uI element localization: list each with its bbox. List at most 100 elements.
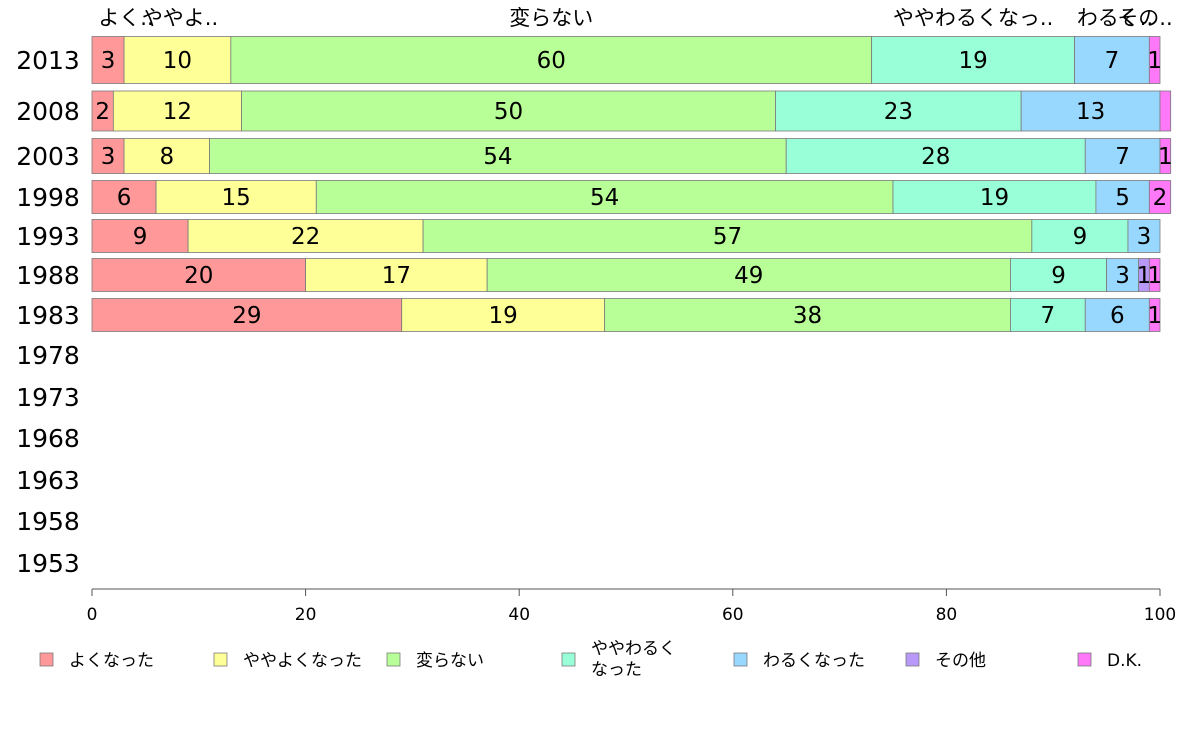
data-label-1988-3: 9: [1051, 263, 1066, 289]
bar-segment-2008-1: [112, 90, 242, 132]
y-tick-label-1978: 1978: [16, 341, 80, 370]
bar-segment-1983-2: [604, 298, 1011, 332]
bar-segment-1998-6: [1148, 180, 1172, 214]
data-label-1983-0: 29: [232, 303, 261, 329]
y-tick-label-1983: 1983: [16, 301, 80, 330]
y-tick-label-2003: 2003: [16, 142, 80, 171]
bar-segment-2003-2: [209, 138, 787, 174]
legend-label-3-0: ややわるく: [591, 639, 676, 659]
bar-segment-2013-1: [123, 36, 232, 84]
legend-swatch-2: [386, 652, 401, 667]
data-label-1998-6: 2: [1153, 185, 1168, 211]
data-label-1998-2: 54: [590, 185, 619, 211]
bar-segment-1988-1: [305, 258, 488, 292]
bar-segment-2013-0: [91, 36, 125, 84]
bar-segment-2008-6: [1159, 90, 1172, 132]
legend-label-1: ややよくなった: [243, 651, 362, 671]
x-tick-label-20: 20: [295, 605, 317, 625]
x-tick-label-100: 100: [1144, 605, 1176, 625]
data-label-1993-4: 3: [1137, 224, 1152, 250]
data-label-2003-1: 8: [159, 144, 174, 170]
data-label-2013-0: 3: [101, 48, 116, 74]
data-label-2008-3: 23: [884, 99, 913, 125]
legend-swatch-0: [39, 652, 54, 667]
x-tick-label-60: 60: [722, 605, 744, 625]
data-label-2003-6: 1: [1158, 144, 1173, 170]
legend-label-6: D.K.: [1107, 651, 1142, 671]
bar-segment-1998-1: [155, 180, 317, 214]
data-label-2008-1: 12: [163, 99, 192, 125]
data-label-1983-3: 7: [1041, 303, 1056, 329]
data-label-2003-4: 7: [1115, 144, 1130, 170]
y-tick-label-1973: 1973: [16, 383, 80, 412]
bar-segment-1993-1: [187, 219, 424, 253]
data-label-1983-4: 6: [1110, 303, 1125, 329]
data-label-1993-0: 9: [133, 224, 148, 250]
data-label-1993-2: 57: [713, 224, 742, 250]
y-tick-label-1988: 1988: [16, 261, 80, 290]
data-label-2008-2: 50: [494, 99, 523, 125]
legend-swatch-6: [1077, 652, 1092, 667]
series-top-label-3: ややわるくなっ..: [893, 6, 1053, 30]
series-top-label-2: 変らない: [509, 6, 593, 30]
series-top-label-1: ややよ..: [142, 6, 218, 30]
y-tick-label-1968: 1968: [16, 424, 80, 453]
data-label-1993-3: 9: [1073, 224, 1088, 250]
data-label-1998-0: 6: [117, 185, 132, 211]
bar-segment-1988-2: [486, 258, 1011, 292]
data-label-1993-1: 22: [291, 224, 320, 250]
y-tick-label-1993: 1993: [16, 222, 80, 251]
data-label-2003-3: 28: [921, 144, 950, 170]
bar-segment-2003-1: [123, 138, 210, 174]
data-label-1988-0: 20: [184, 263, 213, 289]
bar-segment-1998-0: [91, 180, 157, 214]
y-tick-label-1953: 1953: [16, 549, 80, 578]
bar-segment-1998-4: [1095, 180, 1150, 214]
legend-label-2: 変らない: [416, 651, 484, 671]
y-tick-label-1958: 1958: [16, 507, 80, 536]
legend-label-3-1: なった: [591, 660, 642, 680]
data-label-1983-6: 1: [1147, 303, 1162, 329]
legend-swatch-4: [733, 652, 748, 667]
bar-segment-1993-3: [1031, 219, 1129, 253]
data-label-2013-4: 7: [1105, 48, 1120, 74]
data-label-2013-3: 19: [958, 48, 987, 74]
bar-segment-1988-3: [1010, 258, 1107, 292]
data-label-1983-1: 19: [489, 303, 518, 329]
bar-segment-2013-6: [1148, 36, 1161, 84]
bar-segment-1983-4: [1084, 298, 1150, 332]
data-label-1998-1: 15: [222, 185, 251, 211]
bar-segment-2003-6: [1159, 138, 1172, 174]
data-label-1998-4: 5: [1115, 185, 1130, 211]
bar-segment-1988-0: [91, 258, 307, 292]
data-label-2003-2: 54: [483, 144, 512, 170]
x-tick-label-40: 40: [508, 605, 530, 625]
data-label-2013-2: 60: [537, 48, 566, 74]
data-label-1998-3: 19: [980, 185, 1009, 211]
bar-segment-1988-6: [1148, 258, 1161, 292]
bar-segment-1993-4: [1127, 219, 1161, 253]
bar-segment-2013-3: [871, 36, 1075, 84]
data-label-1988-2: 49: [734, 263, 763, 289]
data-label-2003-0: 3: [101, 144, 116, 170]
bar-segment-2003-4: [1084, 138, 1161, 174]
data-label-1988-1: 17: [382, 263, 411, 289]
legend-label-4: わるくなった: [763, 651, 865, 671]
legend-label-5: その他: [935, 651, 986, 671]
data-label-2013-1: 10: [163, 48, 192, 74]
data-label-2008-0: 2: [95, 99, 110, 125]
series-top-label-0: よく..: [98, 6, 153, 30]
legend-label-0: よくなった: [69, 651, 154, 671]
data-label-1988-6: 1: [1147, 263, 1162, 289]
data-label-1988-5: 1: [1137, 263, 1152, 289]
bar-segment-2008-2: [241, 90, 776, 132]
legend-swatch-5: [905, 652, 920, 667]
bar-segment-2013-2: [230, 36, 873, 84]
x-tick-label-80: 80: [936, 605, 958, 625]
y-tick-label-1998: 1998: [16, 183, 80, 212]
data-label-1988-4: 3: [1115, 263, 1130, 289]
y-tick-label-1963: 1963: [16, 466, 80, 495]
data-label-2008-4: 13: [1076, 99, 1105, 125]
